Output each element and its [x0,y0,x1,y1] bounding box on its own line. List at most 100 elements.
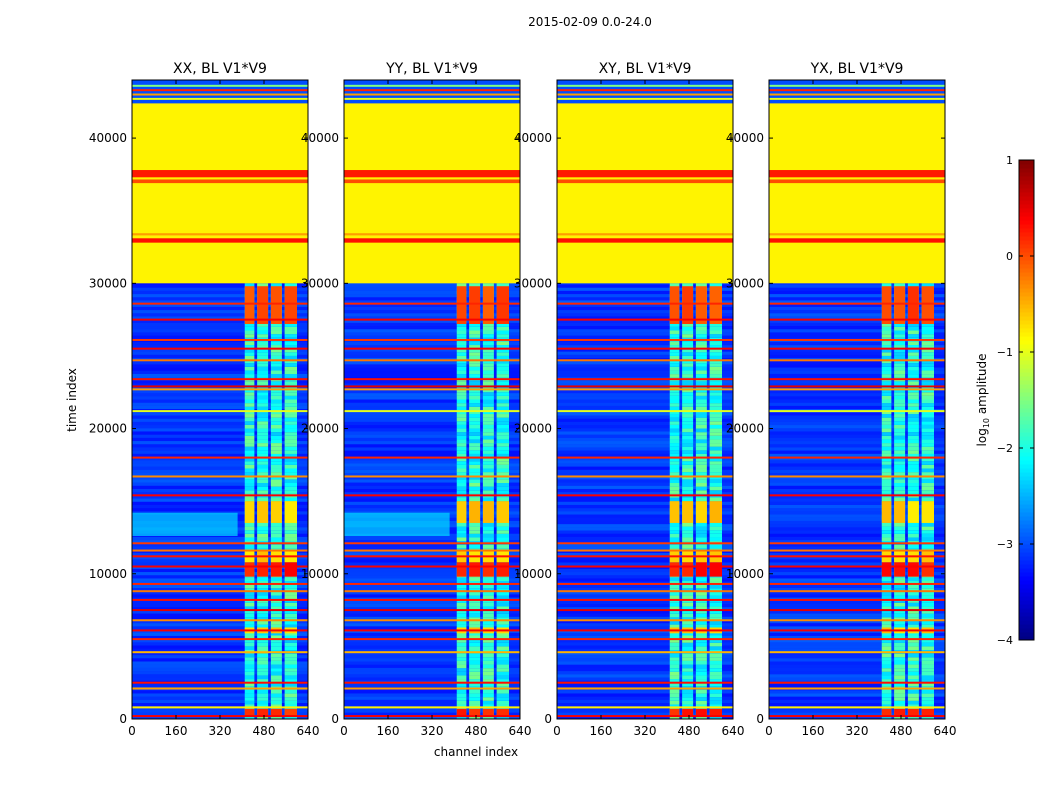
signal-cell [284,617,297,621]
signal-cell [244,584,255,589]
noise-row [132,709,308,713]
signal-cell [881,599,892,603]
x-tick-label: 640 [722,724,745,738]
signal-cell [496,468,509,473]
signal-cell [270,664,282,669]
noise-row [132,341,308,346]
y-tick-label: 20000 [89,422,127,436]
signal-cell [894,446,906,451]
signal-cell [881,657,892,661]
signal-cell [921,595,934,600]
burst-cell [695,501,707,523]
flag-line [344,410,520,413]
signal-cell [257,374,269,378]
signal-cell [921,355,934,360]
noise-row [769,485,945,489]
noise-row [769,434,945,438]
signal-cell [907,530,919,534]
signal-cell [257,323,269,327]
signal-cell [669,403,680,407]
signal-cell [709,577,722,582]
noise-row [769,316,945,320]
signal-cell [894,421,906,425]
flag-line [769,590,945,593]
signal-cell [695,584,707,589]
signal-cell [669,664,680,669]
signal-cell [894,537,906,542]
burst-cell [894,501,906,523]
signal-cell [456,457,467,462]
noise-row [344,492,520,496]
signal-cell [921,584,934,589]
noise-row [344,543,520,547]
signal-cell [881,345,892,349]
signal-cell [456,334,467,338]
signal-cell [921,374,934,378]
signal-cell [284,602,297,607]
signal-cell [456,403,467,407]
colorbar-tick-label: −1 [997,346,1013,359]
noise-row [344,290,520,295]
signal-cell [682,355,694,360]
noise-row [344,341,520,346]
signal-cell [270,591,282,596]
signal-cell [709,682,722,687]
signal-cell [469,468,481,473]
colorbar-segment [1019,296,1034,301]
signal-cell [709,530,722,534]
signal-cell [682,530,694,534]
signal-cell [921,359,934,364]
signal-cell [244,577,255,582]
signal-cell [907,457,919,462]
noise-row [557,294,733,298]
noise-row [344,572,520,576]
colorbar-segment [1019,320,1034,325]
noise-row [557,613,733,617]
signal-cell [284,544,297,549]
signal-cell [284,410,297,415]
burst-cell [244,562,255,577]
signal-cell [482,533,494,538]
signal-cell [284,657,297,661]
noise-row [769,415,945,419]
signal-cell [894,700,906,705]
signal-cell [894,610,906,614]
signal-cell [456,526,467,531]
noise-row [557,476,733,480]
signal-cell [907,464,919,469]
signal-cell [284,697,297,701]
signal-cell [482,428,494,433]
signal-cell [894,359,906,364]
signal-cell [257,588,269,592]
noise-row [769,594,945,598]
signal-cell [921,635,934,640]
signal-cell [469,700,481,705]
signal-cell [695,450,707,454]
noise-row [769,674,945,678]
noise-row [344,345,520,349]
signal-cell [921,653,934,658]
flag-line [344,456,520,459]
signal-cell [482,715,494,719]
flag-line [557,687,733,690]
signal-cell [257,642,269,647]
signal-cell [257,533,269,538]
signal-cell [244,345,255,349]
signal-cell [921,682,934,687]
signal-cell [682,675,694,680]
signal-cell [921,544,934,549]
colorbar-segment [1019,188,1034,193]
signal-cell [496,544,509,549]
signal-cell [270,410,282,415]
signal-cell [921,330,934,335]
noise-row [132,635,308,640]
colorbar-segment [1019,476,1034,481]
colorbar-segment [1019,160,1034,165]
colorbar-segment [1019,244,1034,249]
signal-cell [244,497,255,502]
noise-row [557,444,733,448]
noise-row [132,300,308,304]
signal-cell [284,345,297,349]
signal-cell [469,526,481,531]
signal-cell [894,646,906,651]
